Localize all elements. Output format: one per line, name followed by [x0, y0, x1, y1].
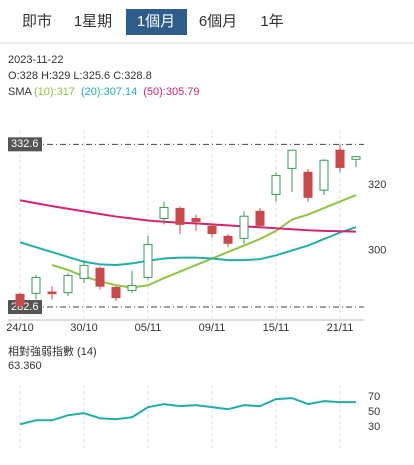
- rsi-line: [19, 397, 357, 426]
- candle-body: [15, 293, 25, 307]
- tab[interactable]: 6個月: [199, 13, 237, 30]
- candle-body: [335, 149, 345, 168]
- rsi-value: 63.360: [8, 360, 42, 372]
- x-tick-label: 21/11: [327, 322, 354, 334]
- candle-body: [47, 291, 57, 295]
- candle-body: [255, 210, 265, 226]
- candle-body: [319, 159, 329, 191]
- y-tick-label: 320: [368, 179, 386, 191]
- y-tick-label: 300: [368, 244, 386, 256]
- reference-label: 332.6: [11, 138, 39, 150]
- candle-body: [143, 244, 153, 278]
- x-tick-label: 09/11: [199, 322, 226, 334]
- candle-body: [287, 149, 297, 169]
- selected-tab-bg: [126, 9, 187, 35]
- y-tick-label: 70: [368, 391, 380, 403]
- tab[interactable]: 1年: [260, 13, 283, 30]
- candle-body: [127, 285, 137, 291]
- candle-body: [159, 206, 169, 220]
- legend-entry: (10):317: [34, 86, 75, 98]
- x-tick-label: 05/11: [135, 322, 162, 334]
- rsi-title: 相對強弱指數 (14): [8, 344, 97, 358]
- candle-body: [95, 267, 105, 287]
- tab[interactable]: 1個月: [137, 13, 175, 30]
- candle-body: [351, 156, 361, 160]
- x-tick-label: 30/10: [70, 322, 98, 334]
- reference-label-bg: [8, 137, 42, 152]
- candle-body: [79, 264, 89, 279]
- candle-body: [111, 287, 121, 299]
- candle-body: [303, 171, 313, 198]
- tab[interactable]: 1星期: [74, 13, 112, 30]
- candle-body: [271, 175, 281, 195]
- x-tick-label: 24/10: [6, 322, 34, 334]
- x-tick-label: 15/11: [263, 322, 290, 334]
- candle-body: [191, 218, 201, 222]
- candle-body: [63, 274, 73, 294]
- y-tick-label: 50: [368, 406, 380, 418]
- ohlc: O:328 H:329 L:325.6 C:328.8: [8, 70, 152, 82]
- indicator: SMA: [8, 86, 33, 98]
- sma-line: [19, 226, 357, 267]
- sma-line: [19, 199, 357, 233]
- reference-label: 282.6: [11, 301, 39, 313]
- legend-entry: (50):305.79: [143, 86, 199, 98]
- candle-body: [239, 215, 249, 239]
- date: 2023-11-22: [8, 54, 63, 66]
- tab[interactable]: 即市: [22, 13, 52, 30]
- candle-body: [31, 276, 41, 294]
- candle-body: [207, 225, 217, 234]
- candle-body: [223, 235, 233, 244]
- candle-body: [175, 207, 185, 225]
- legend-entry: (20):307.14: [81, 86, 137, 98]
- y-tick-label: 30: [368, 421, 380, 433]
